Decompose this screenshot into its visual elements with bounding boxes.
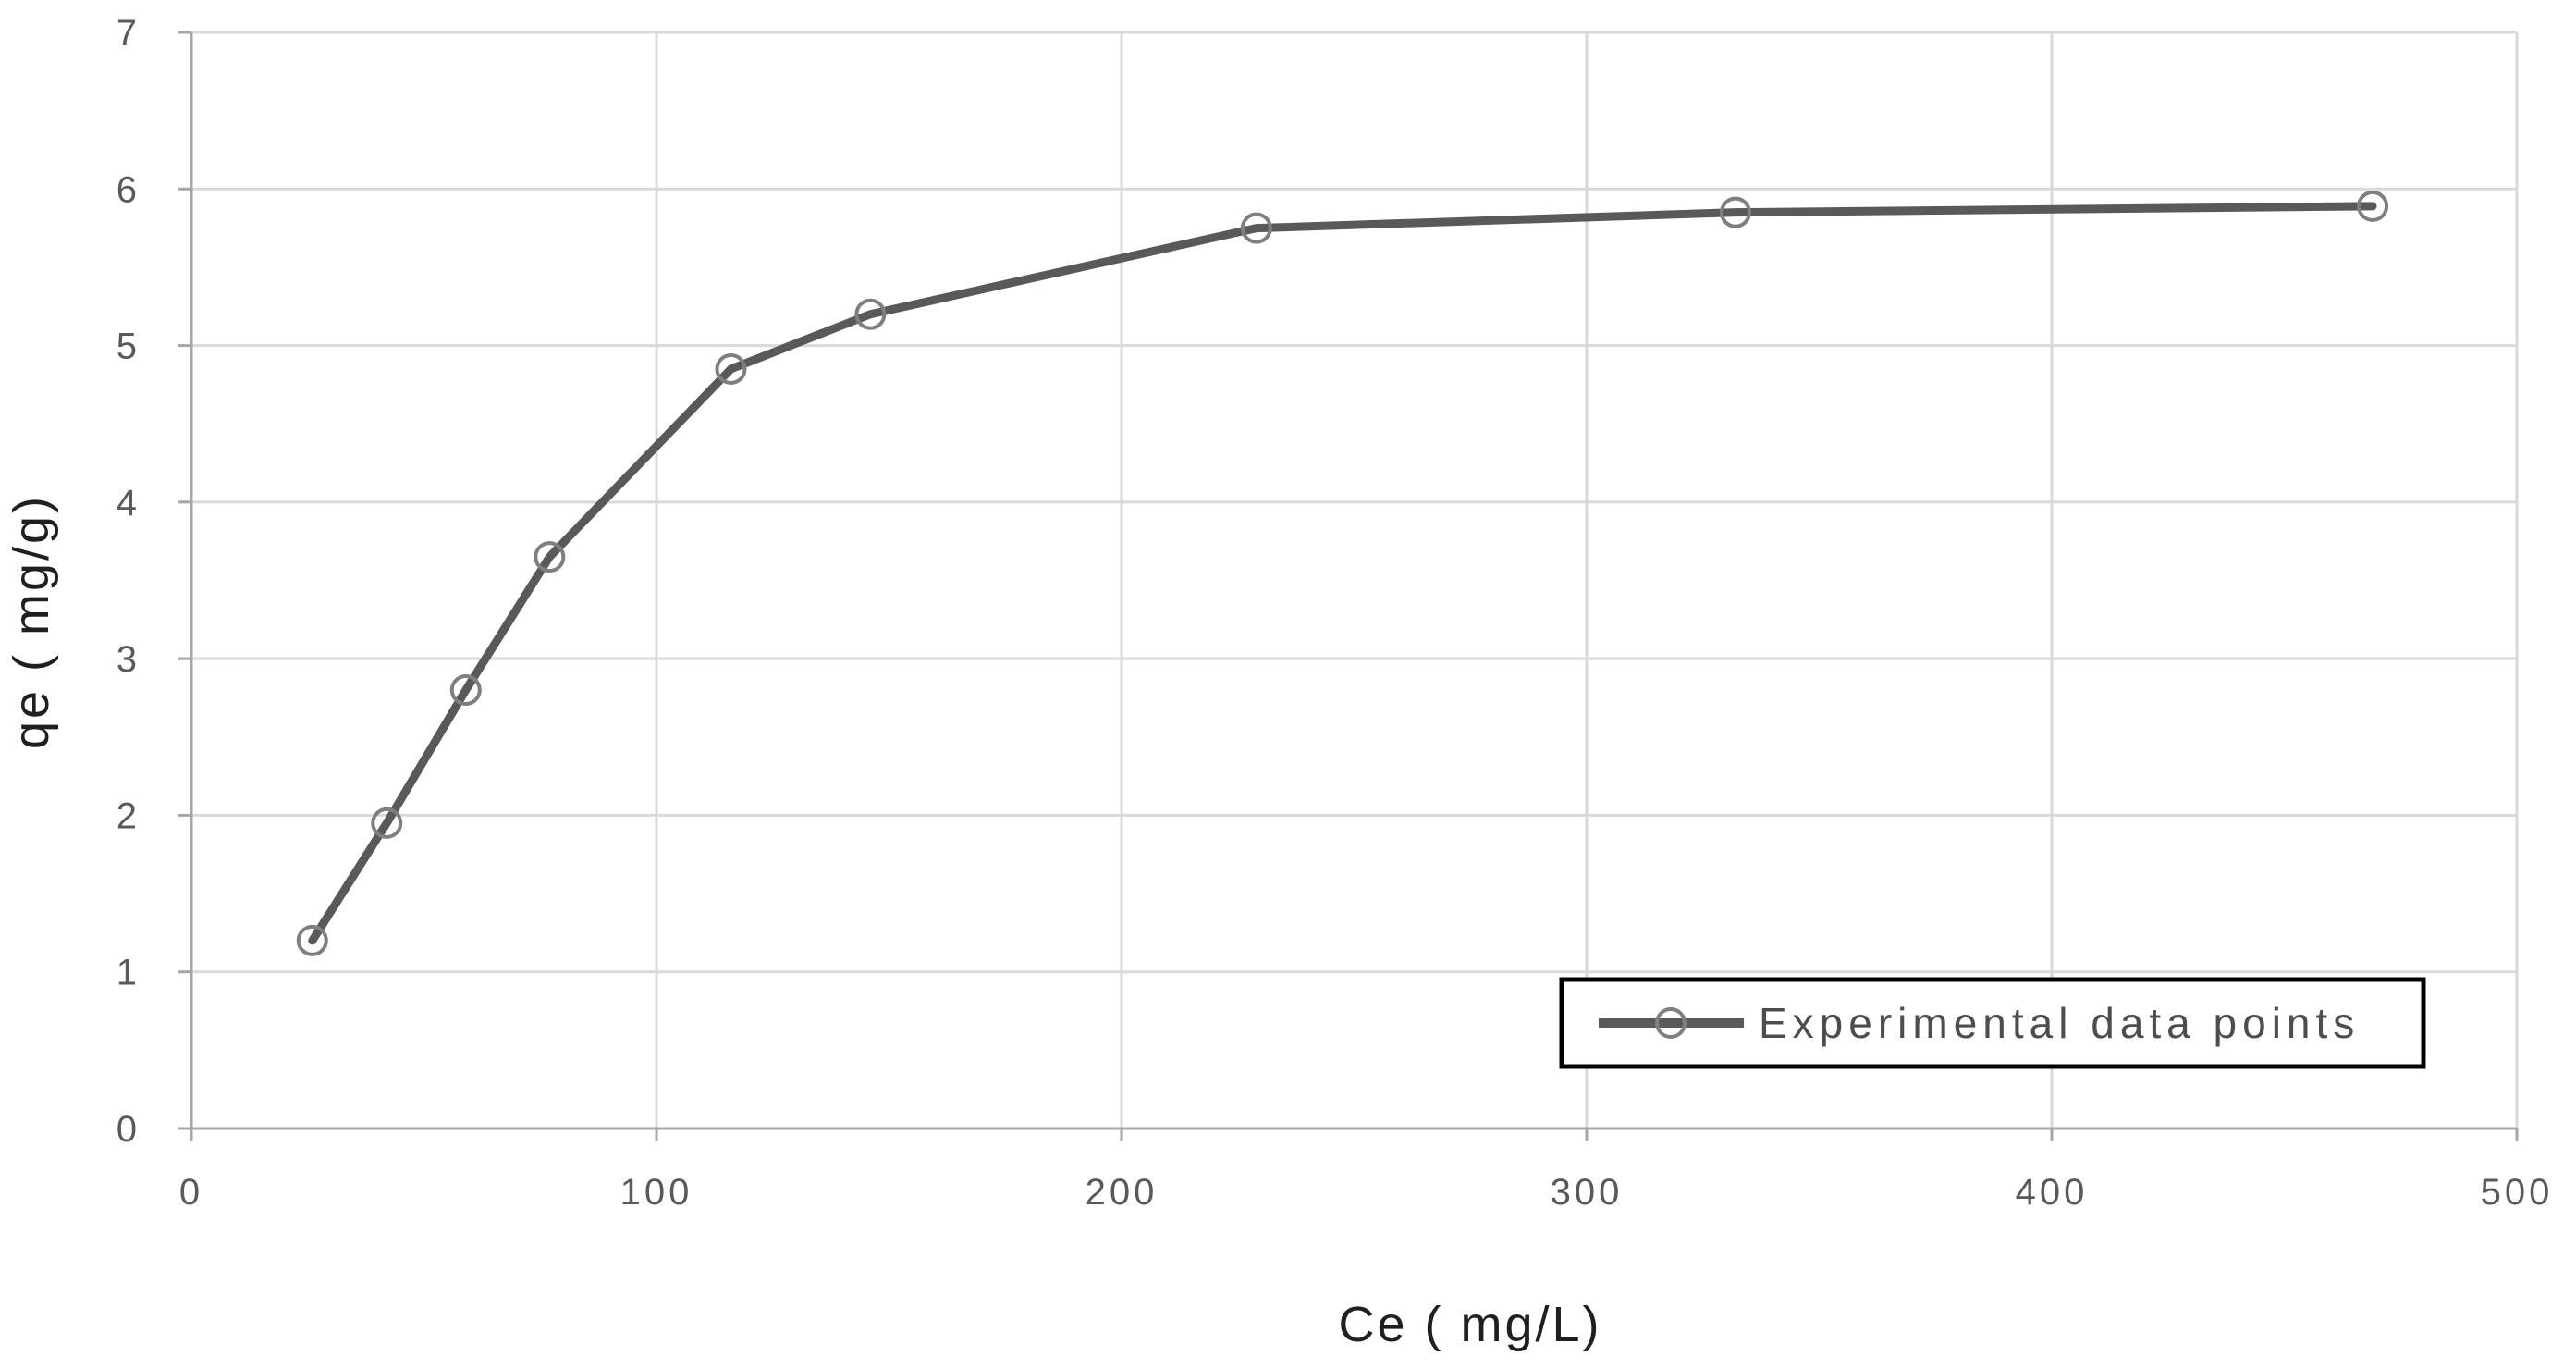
x-tick-label: 500 bbox=[2481, 1172, 2554, 1213]
y-tick-label: 4 bbox=[117, 483, 141, 524]
axis-ticks bbox=[178, 31, 2519, 1141]
y-axis-title: qe ( mg/g) bbox=[4, 494, 59, 749]
y-tick-label: 1 bbox=[117, 953, 141, 993]
y-tick-labels: 0 1 2 3 4 5 6 7 bbox=[117, 13, 141, 1150]
legend-box bbox=[1559, 977, 2426, 1069]
y-tick-label: 5 bbox=[117, 327, 141, 367]
y-tick-label: 6 bbox=[117, 169, 141, 210]
y-tick-label: 3 bbox=[117, 639, 141, 680]
data-point-marker bbox=[296, 924, 328, 956]
data-point-marker bbox=[449, 674, 482, 706]
data-point-marker bbox=[1719, 196, 1751, 228]
x-axis-title: Ce ( mg/L) bbox=[1338, 1297, 1601, 1352]
data-point-marker bbox=[854, 298, 887, 330]
y-tick-label: 7 bbox=[117, 13, 141, 54]
x-tick-label: 400 bbox=[2016, 1172, 2089, 1213]
x-tick-label: 300 bbox=[1551, 1172, 1624, 1213]
axes bbox=[190, 32, 2517, 1130]
data-point-marker bbox=[715, 352, 747, 385]
x-tick-label: 100 bbox=[620, 1172, 693, 1213]
data-point-marker bbox=[2357, 190, 2389, 222]
legend-marker-icon bbox=[1655, 1007, 1687, 1039]
legend: Experimental data points bbox=[1559, 977, 2426, 1069]
data-series bbox=[296, 190, 2389, 956]
data-point-marker bbox=[1240, 212, 1272, 244]
x-tick-label: 0 bbox=[179, 1172, 203, 1213]
series-line bbox=[308, 202, 2377, 945]
data-point-marker bbox=[371, 807, 403, 839]
legend-label: Experimental data points bbox=[1759, 999, 2360, 1047]
data-point-marker bbox=[534, 541, 566, 573]
x-tick-label: 200 bbox=[1086, 1172, 1159, 1213]
x-tick-labels: 0 100 200 300 400 500 bbox=[179, 1172, 2554, 1213]
y-tick-label: 2 bbox=[117, 795, 141, 836]
y-tick-label: 0 bbox=[117, 1109, 141, 1150]
gridlines bbox=[190, 31, 2519, 1130]
